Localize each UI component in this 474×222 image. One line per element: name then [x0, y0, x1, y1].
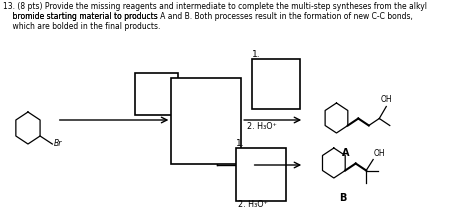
Text: 1.: 1. [236, 139, 245, 148]
Bar [236, 148, 286, 201]
Text: 13. (8 pts) Provide the missing reagents and intermediate to complete the multi-: 13. (8 pts) Provide the missing reagents… [3, 2, 428, 11]
Text: Br: Br [54, 139, 63, 149]
Text: 2. H₃O⁺: 2. H₃O⁺ [238, 200, 268, 209]
Text: OH: OH [374, 149, 386, 157]
Bar [171, 78, 241, 164]
Text: A: A [341, 148, 349, 158]
Text: 1.: 1. [252, 50, 260, 59]
Text: bromide starting material to products: bromide starting material to products [3, 12, 161, 21]
Text: OH: OH [381, 95, 392, 105]
Bar [135, 73, 178, 115]
Text: 2. H₃O⁺: 2. H₃O⁺ [247, 122, 277, 131]
Text: bromide starting material to products ​A and B. Both processes result in the for: bromide starting material to products ​A… [3, 12, 413, 21]
Bar [252, 59, 300, 109]
Text: B: B [339, 193, 346, 203]
Text: which are bolded in the final products.: which are bolded in the final products. [3, 22, 161, 31]
